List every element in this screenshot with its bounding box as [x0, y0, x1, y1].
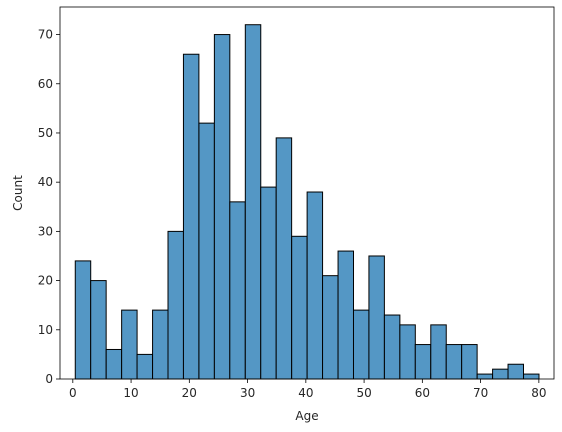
histogram-bar [90, 280, 107, 380]
histogram-bar [275, 137, 293, 380]
x-tick-label: 30 [240, 386, 255, 400]
histogram-bar [136, 353, 154, 380]
histogram-bar [492, 368, 509, 380]
histogram-bar [322, 275, 339, 380]
y-tick-label: 60 [38, 77, 53, 91]
x-tick-label: 20 [182, 386, 197, 400]
y-tick-label: 40 [38, 175, 53, 189]
x-tick-label: 50 [356, 386, 371, 400]
y-tick-label: 0 [45, 372, 53, 386]
histogram-bar [445, 344, 463, 380]
histogram-bars [74, 24, 540, 380]
histogram-bar [368, 255, 385, 380]
histogram-bar [167, 230, 184, 380]
histogram-bar [507, 363, 524, 380]
histogram-bar [383, 314, 401, 380]
x-axis-label: Age [295, 409, 318, 423]
histogram-bar [414, 344, 432, 380]
y-tick-label: 10 [38, 323, 53, 337]
histogram-bar [121, 309, 138, 380]
histogram-bar [306, 191, 324, 380]
histogram-bar [399, 324, 416, 380]
histogram-bar [213, 34, 231, 380]
histogram-bar [430, 324, 447, 380]
histogram-bar [352, 309, 370, 380]
y-axis-ticks: 0 10 20 30 40 50 60 70 [38, 28, 60, 386]
y-tick-label: 20 [38, 274, 53, 288]
histogram-bar [152, 309, 169, 380]
histogram-bar [105, 348, 123, 380]
histogram-bar [198, 122, 215, 380]
x-tick-label: 0 [69, 386, 77, 400]
histogram-bar [182, 53, 200, 380]
histogram-bar [461, 344, 478, 380]
x-tick-label: 60 [415, 386, 430, 400]
y-tick-label: 50 [38, 126, 53, 140]
histogram-bar [291, 235, 308, 380]
x-tick-label: 10 [123, 386, 138, 400]
histogram-bar [244, 24, 262, 380]
histogram-bar [523, 373, 540, 380]
x-tick-label: 70 [473, 386, 488, 400]
x-tick-label: 80 [531, 386, 546, 400]
y-tick-label: 30 [38, 224, 53, 238]
histogram-bar [229, 201, 246, 380]
histogram-bar [74, 260, 92, 380]
plot-frame [59, 6, 555, 380]
histogram-bar [260, 186, 277, 380]
x-tick-label: 40 [298, 386, 313, 400]
x-axis-ticks: 0 10 20 30 40 50 60 70 80 [69, 379, 546, 400]
y-tick-label: 70 [38, 28, 53, 42]
histogram-bar [476, 373, 494, 380]
y-axis-label: Count [11, 175, 25, 211]
histogram-bar [337, 250, 355, 380]
